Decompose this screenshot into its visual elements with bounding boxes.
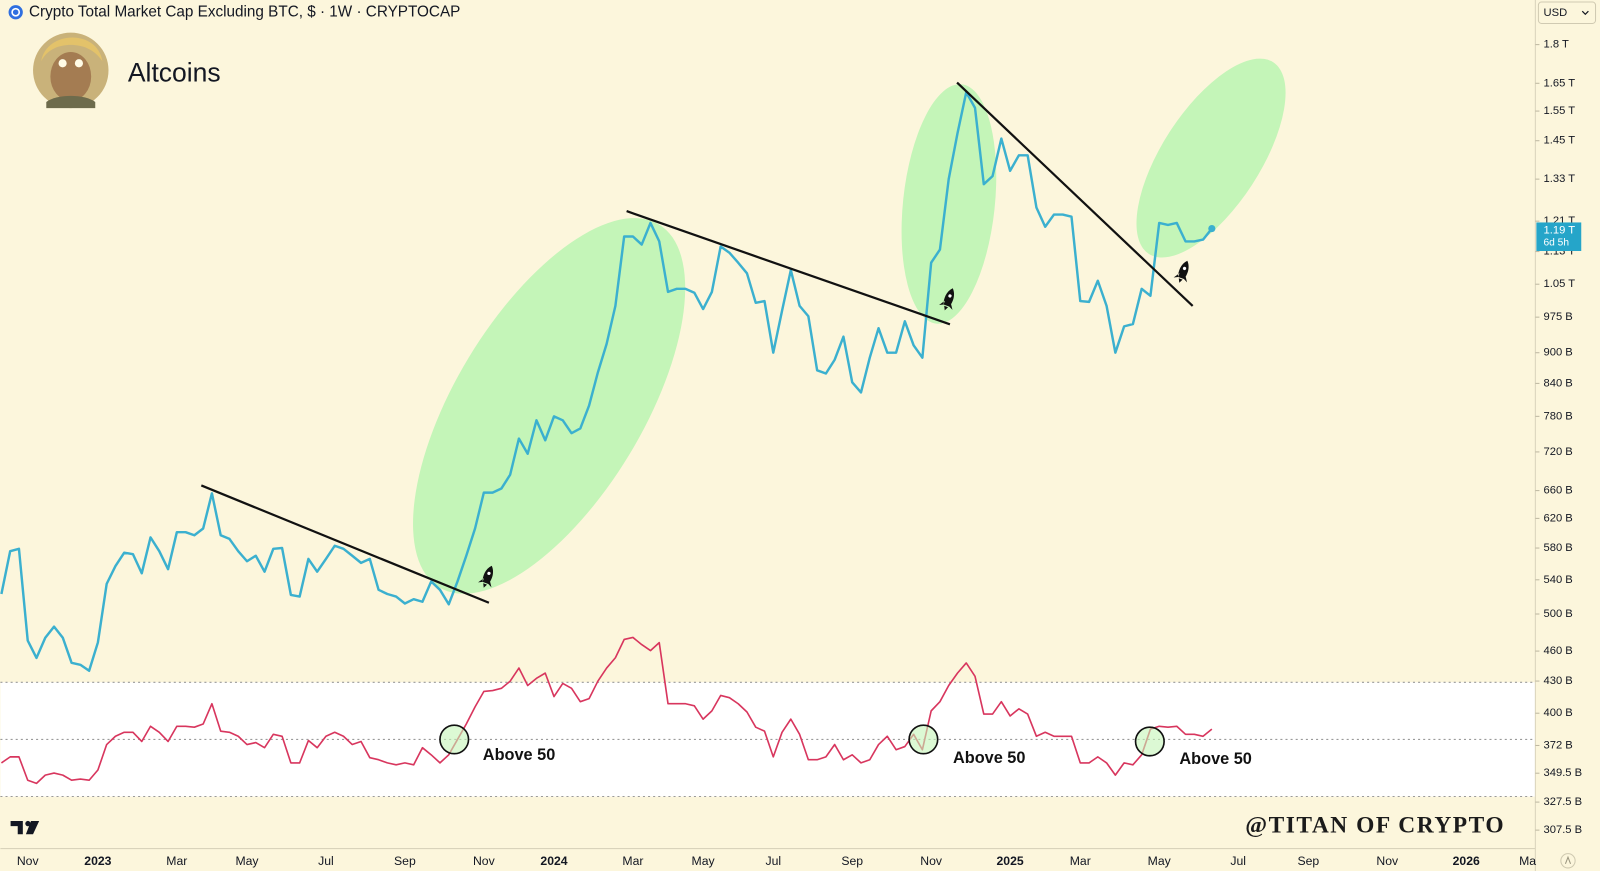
rocket-icon	[939, 288, 955, 311]
y-tick-label: 307.5 B	[1544, 824, 1583, 836]
x-tick-label: 2025	[997, 854, 1024, 868]
chart-title: Crypto Total Market Cap Excluding BTC, $…	[29, 3, 460, 20]
y-tick-label: 660 B	[1544, 485, 1573, 497]
y-tick-label: 1.13 T	[1544, 246, 1576, 258]
x-tick-label: Jul	[765, 854, 781, 868]
y-tick-label: 540 B	[1544, 574, 1573, 586]
tradingview-logo	[10, 820, 40, 835]
auto-scale-icon[interactable]	[1564, 855, 1572, 865]
x-tick-label: Mar	[166, 854, 187, 868]
x-tick-label: Nov	[17, 854, 40, 868]
y-tick-label: 500 B	[1544, 608, 1573, 620]
x-tick-label: Nov	[1376, 854, 1399, 868]
highlight-ellipse	[1136, 58, 1286, 258]
y-tick-label: 975 B	[1544, 311, 1573, 323]
plot-layer	[0, 91, 1216, 785]
y-tick-label: 1.33 T	[1544, 173, 1576, 185]
x-tick-label: Jul	[1230, 854, 1246, 868]
y-tick-label: 349.5 B	[1544, 767, 1583, 779]
y-tick-label: 780 B	[1544, 410, 1573, 422]
y-tick-label: 327.5 B	[1544, 796, 1583, 808]
x-tick-label: May	[235, 854, 259, 868]
x-tick-label: Sep	[394, 854, 416, 868]
y-tick-label: 1.05 T	[1544, 278, 1576, 290]
last-point	[1208, 224, 1216, 233]
avatar	[33, 32, 109, 109]
x-tick-label: Jul	[318, 854, 334, 868]
auto-scale-button[interactable]	[1560, 853, 1576, 869]
annotation: Above 50	[1179, 750, 1251, 768]
trendline	[200, 484, 490, 604]
x-tick-label: Mar	[622, 854, 643, 868]
signal-circle	[1134, 726, 1165, 757]
currency-label[interactable]: USD	[1544, 7, 1568, 19]
x-tick-label: Mar	[1070, 854, 1091, 868]
price-tag-countdown: 6d 5h	[1544, 238, 1570, 249]
rocket-icon	[1173, 260, 1189, 283]
symbol-icon	[11, 7, 21, 17]
symbol-name: Altcoins	[128, 57, 221, 87]
highlight-ellipse	[901, 84, 997, 324]
y-tick-label: 430 B	[1544, 675, 1573, 687]
symbol-icon	[8, 5, 23, 20]
x-tick-label: Nov	[920, 854, 943, 868]
annotation: Above 50	[953, 749, 1025, 767]
y-tick-label: 460 B	[1544, 645, 1573, 657]
y-tick-label: 1.65 T	[1544, 77, 1576, 89]
data-line	[0, 636, 1213, 785]
annotation: Above 50	[483, 746, 555, 764]
x-tick-label: Ma	[1519, 854, 1536, 868]
dropdown-chevron[interactable]	[1581, 10, 1589, 16]
signal-circle	[908, 724, 939, 755]
data-line	[0, 91, 1213, 673]
y-tick-label: 400 B	[1544, 707, 1573, 719]
y-tick-label: 580 B	[1544, 542, 1573, 554]
x-tick-label: 2026	[1453, 854, 1480, 868]
trendline	[956, 81, 1194, 307]
y-tick-label: 1.55 T	[1544, 105, 1576, 117]
x-tick-label: May	[1148, 854, 1172, 868]
y-tick-label: 372 B	[1544, 739, 1573, 751]
y-tick-label: 840 B	[1544, 377, 1573, 389]
trendline	[626, 210, 951, 326]
x-tick-label: Nov	[473, 854, 496, 868]
rocket-icon	[478, 565, 494, 588]
annotation-layer	[200, 81, 1194, 757]
x-tick-label: 2023	[84, 854, 111, 868]
x-tick-label: 2024	[540, 854, 567, 868]
y-tick-label: 1.45 T	[1544, 135, 1576, 147]
currency-button[interactable]	[1537, 1, 1597, 24]
y-tick-label: 720 B	[1544, 446, 1573, 458]
signal-circle	[439, 724, 470, 755]
y-tick-label: 620 B	[1544, 512, 1573, 524]
x-tick-label: May	[692, 854, 716, 868]
price-tag-label: 1.19 T	[1544, 225, 1576, 237]
y-tick-label: 900 B	[1544, 347, 1573, 359]
y-tick-label: 1.8 T	[1544, 39, 1569, 51]
watermark: @TITAN OF CRYPTO	[1245, 813, 1505, 839]
price-tag	[1536, 222, 1582, 252]
x-tick-label: Sep	[841, 854, 863, 868]
x-tick-label: Sep	[1297, 854, 1319, 868]
